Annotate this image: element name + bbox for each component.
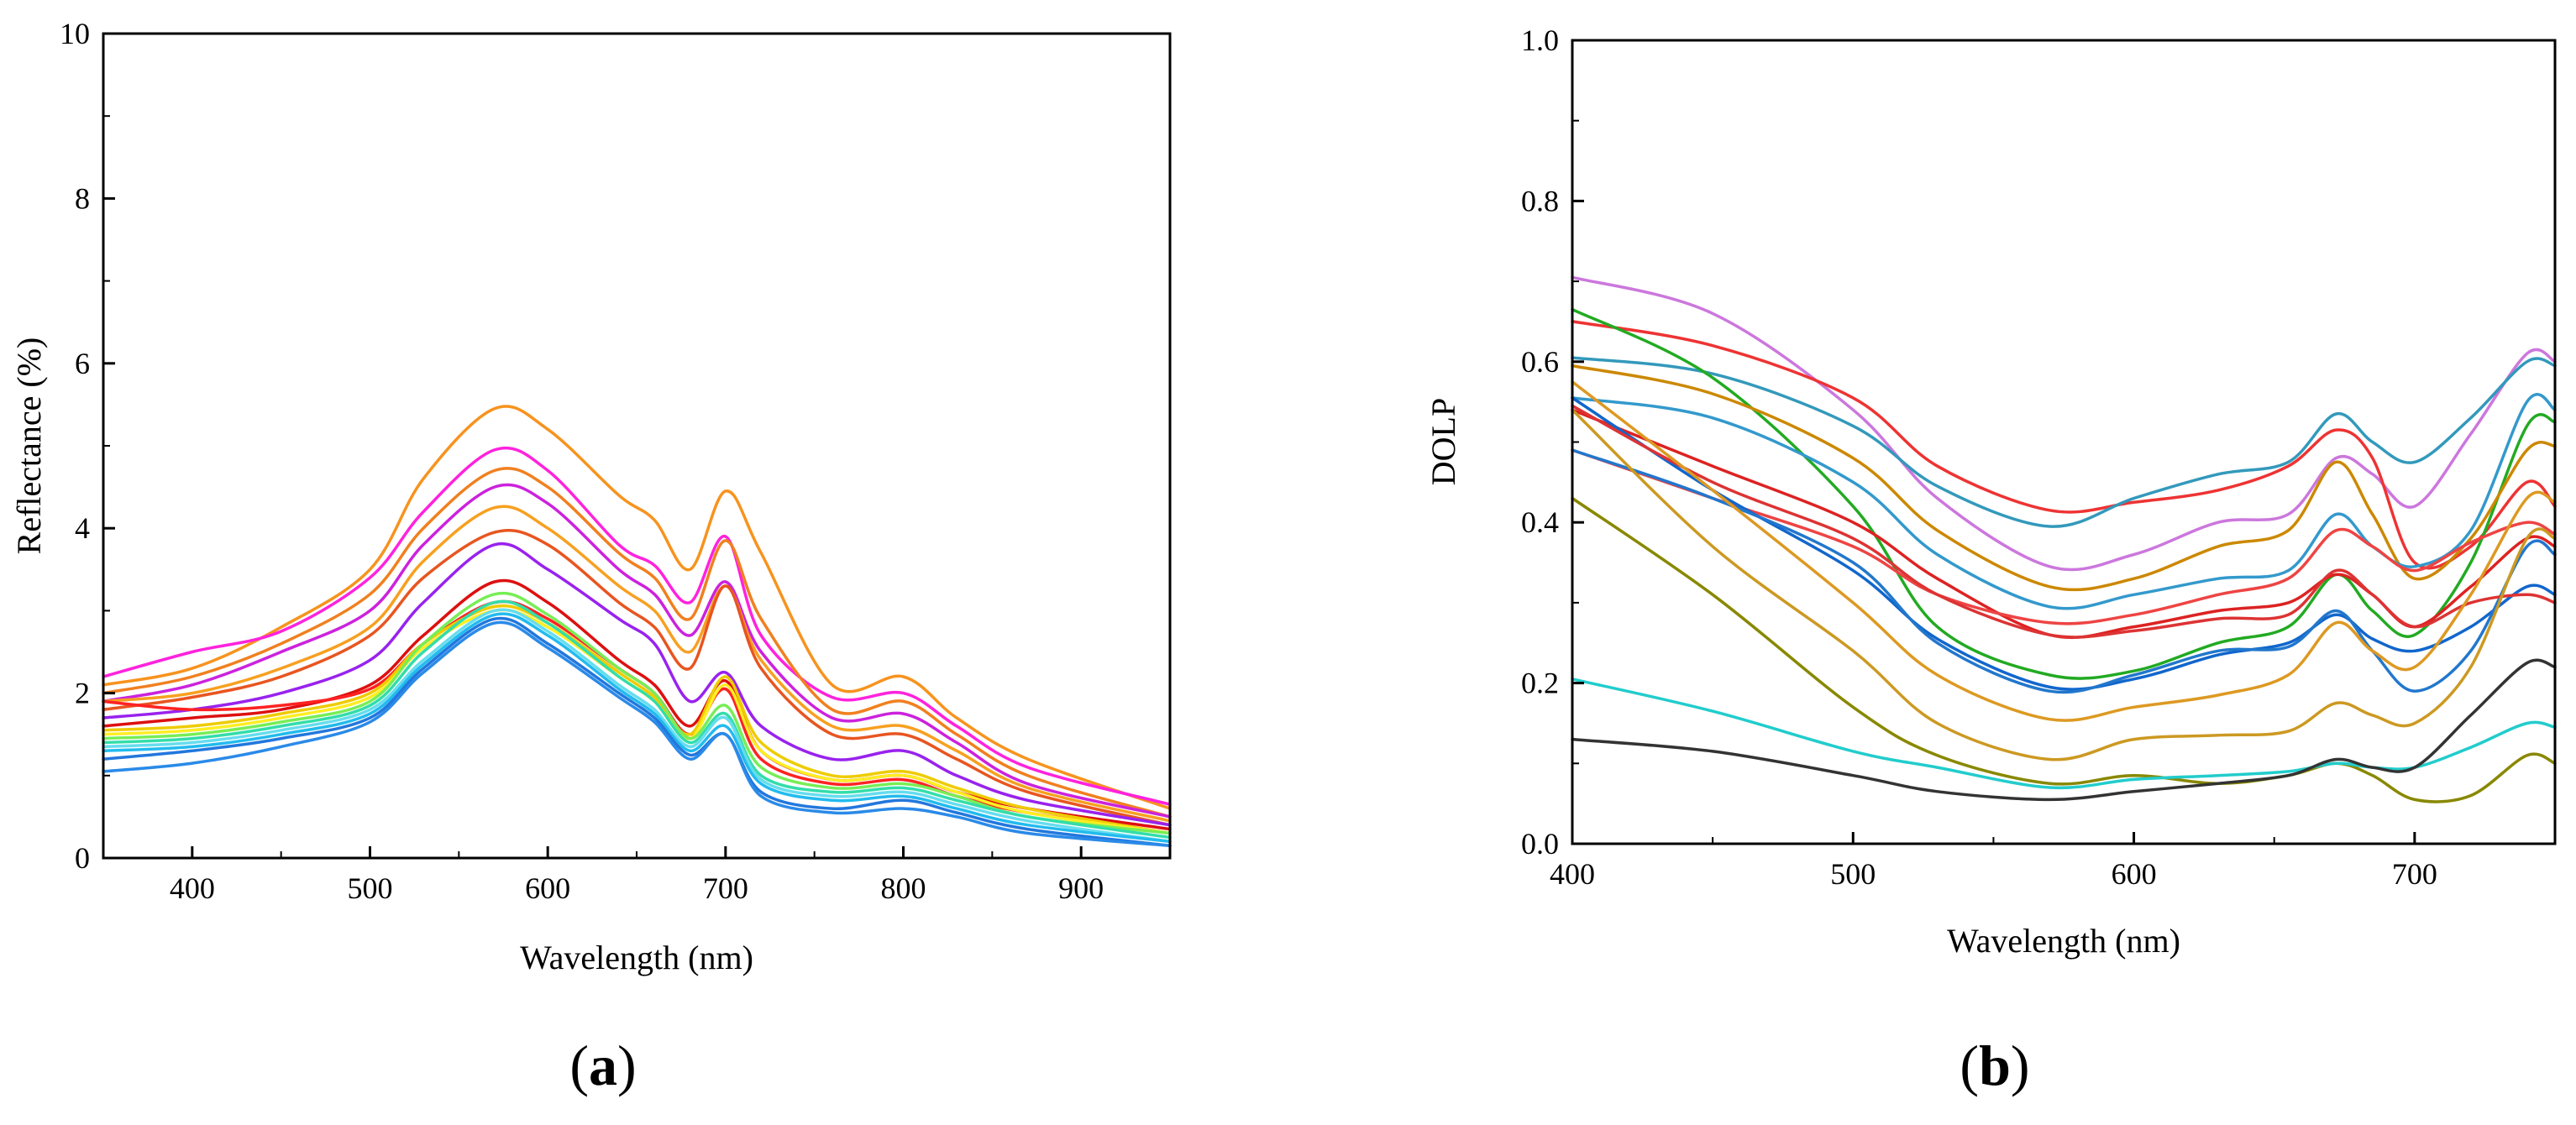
panel-label-a-open: ( xyxy=(569,1033,589,1097)
dolp-series-line-6 xyxy=(1571,393,2557,610)
reflectance-y-tick-label: 10 xyxy=(60,17,90,50)
dolp-series-line-1 xyxy=(1571,275,2557,572)
reflectance-series-line-4 xyxy=(102,483,1172,819)
dolp-series-line-12 xyxy=(1571,379,2557,722)
dolp-x-axis-label: Wavelength (nm) xyxy=(1947,922,2180,960)
reflectance-series-line-10 xyxy=(102,604,1172,835)
reflectance-x-tick-label: 700 xyxy=(703,871,748,905)
reflectance-x-axis-label: Wavelength (nm) xyxy=(520,939,753,976)
dolp-series-line-13 xyxy=(1571,408,2557,761)
dolp-series-line-10 xyxy=(1571,448,2557,694)
reflectance-series-line-1 xyxy=(102,405,1172,810)
reflectance-series-lines xyxy=(102,405,1172,848)
reflectance-y-axis-label: Reflectance (%) xyxy=(10,338,48,555)
dolp-y-tick-label: 0.4 xyxy=(1521,505,1559,539)
reflectance-y-tick-label: 4 xyxy=(75,511,90,545)
panel-label-b-open: ( xyxy=(1960,1033,1979,1097)
reflectance-series-line-15 xyxy=(102,612,1172,844)
reflectance-series-line-5 xyxy=(102,505,1172,823)
reflectance-series-line-3 xyxy=(102,467,1172,819)
dolp-series-line-8 xyxy=(1571,448,2557,625)
reflectance-x-tick-label: 400 xyxy=(170,871,215,905)
panel-label-b: (b) xyxy=(1960,1033,2029,1097)
reflectance-x-tick-label: 600 xyxy=(525,871,570,905)
dolp-series-line-14 xyxy=(1571,496,2557,803)
reflectance-series-line-16 xyxy=(102,616,1172,848)
dolp-y-tick-label: 0.6 xyxy=(1521,345,1559,379)
dolp-chart: 400 500 600 700 0.0 0.2 0.4 0.6 0.8 1.0 Wavelengt… xyxy=(1424,24,2557,960)
panel-label-a-close: ) xyxy=(617,1033,637,1097)
dolp-y-tick-label: 0.2 xyxy=(1521,667,1559,700)
panel-label-a: (a) xyxy=(569,1033,636,1097)
reflectance-series-line-6 xyxy=(102,528,1172,827)
dolp-y-axis-label: DOLP xyxy=(1424,398,1462,485)
reflectance-chart: 400 500 600 700 800 900 0 2 4 6 8 10 Wavelength (nm… xyxy=(10,17,1172,976)
dolp-series-line-11 xyxy=(1571,404,2557,639)
dolp-x-tick-label: 400 xyxy=(1550,857,1595,891)
reflectance-series-line-12 xyxy=(102,591,1172,835)
reflectance-y-tick-label: 0 xyxy=(75,841,90,875)
dolp-x-tick-label: 500 xyxy=(1830,857,1876,891)
reflectance-axis-ticks: 400 500 600 700 800 900 0 2 4 6 8 10 xyxy=(60,17,1104,905)
panel-label-a-letter: a xyxy=(589,1033,617,1097)
dolp-series-lines xyxy=(1571,275,2557,803)
panel-label-b-close: ) xyxy=(2011,1033,2030,1097)
dolp-y-tick-label: 0.8 xyxy=(1521,184,1559,217)
dolp-x-tick-label: 600 xyxy=(2112,857,2157,891)
dolp-series-line-16 xyxy=(1571,658,2557,802)
reflectance-y-tick-label: 8 xyxy=(75,181,90,215)
dolp-axis-ticks: 400 500 600 700 0.0 0.2 0.4 0.6 0.8 1.0 xyxy=(1521,24,2437,891)
reflectance-y-tick-label: 2 xyxy=(75,677,90,710)
reflectance-series-line-2 xyxy=(102,446,1172,806)
dolp-y-tick-label: 0.0 xyxy=(1521,827,1559,861)
dolp-x-tick-label: 700 xyxy=(2392,857,2437,891)
reflectance-x-tick-label: 800 xyxy=(881,871,926,905)
dolp-series-line-4 xyxy=(1571,307,2557,680)
dolp-y-tick-label: 1.0 xyxy=(1521,24,1559,57)
dolp-series-line-15 xyxy=(1571,678,2557,790)
dolp-series-line-7 xyxy=(1571,408,2557,640)
reflectance-y-tick-label: 6 xyxy=(75,347,90,380)
dolp-series-line-5 xyxy=(1571,364,2557,592)
dolp-series-line-9 xyxy=(1571,396,2557,691)
reflectance-series-line-14 xyxy=(102,608,1172,844)
dolp-series-line-3 xyxy=(1571,356,2557,528)
reflectance-series-line-13 xyxy=(102,599,1172,840)
reflectance-series-line-17 xyxy=(102,620,1172,848)
reflectance-x-tick-label: 900 xyxy=(1058,871,1104,905)
reflectance-x-tick-label: 500 xyxy=(348,871,393,905)
panel-label-b-letter: b xyxy=(1979,1033,2011,1097)
reflectance-series-line-7 xyxy=(102,542,1172,827)
